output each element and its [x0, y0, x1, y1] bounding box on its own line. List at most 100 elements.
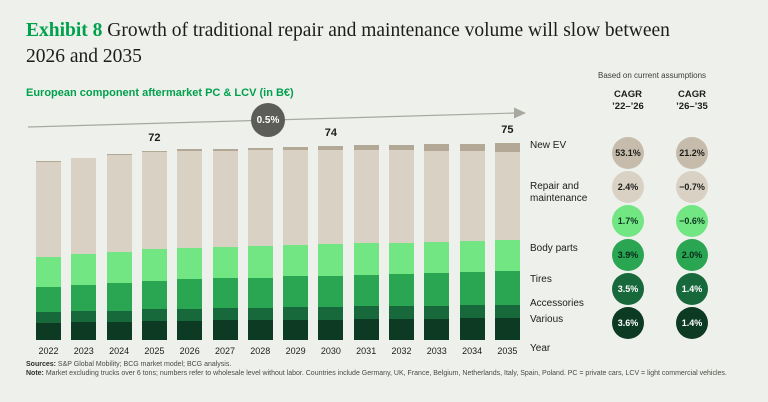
bar-2029 [283, 146, 309, 340]
bar-segment-accessories [424, 305, 450, 319]
bar-segment-tires [459, 272, 485, 306]
bar-segment-tires [71, 285, 97, 312]
bar-2027 [212, 148, 238, 340]
bar-2024 [106, 154, 132, 340]
bar-segment-accessories [389, 306, 414, 319]
total-label-2025: 72 [148, 131, 161, 144]
cagr-column-header-2-title: CAGR [678, 89, 706, 100]
bar-segment-various [318, 319, 344, 340]
cagr-value-circle: −0.7% [676, 171, 708, 203]
bar-segment-various [212, 320, 238, 340]
cagr-row-new-ev: 53.1% 21.2% [596, 136, 726, 170]
bar-segment-body-parts [141, 249, 167, 281]
bar-2035 [494, 143, 520, 340]
bar-2026 [177, 149, 203, 340]
title-text: Growth of traditional repair and mainten… [26, 20, 670, 67]
bar-segment-repair-and-maintenance [424, 150, 450, 242]
sources-line: Sources: S&P Global Mobility; BCG market… [26, 360, 754, 369]
bar-segment-repair-and-maintenance [71, 158, 97, 255]
bar-segment-accessories [494, 304, 520, 319]
chart-subtitle: European component aftermarket PC & LCV … [26, 87, 294, 99]
bar-segment-body-parts [353, 243, 379, 275]
bar-2022 [36, 161, 61, 340]
cagr-value-circle: 1.4% [676, 273, 708, 305]
bar-2023 [71, 157, 97, 340]
bar-segment-accessories [318, 306, 344, 320]
bar-segment-new-ev [212, 148, 238, 151]
bar-segment-body-parts [212, 246, 238, 279]
sources-text: S&P Global Mobility; BCG market model; B… [57, 361, 232, 368]
bar-segment-repair-and-maintenance [283, 149, 309, 245]
cagr-value-circle: 53.1% [612, 137, 644, 169]
x-tick-2026: 2026 [179, 346, 200, 356]
cagr-value-circle: 21.2% [676, 137, 708, 169]
cagr-badge: 0.5% [251, 103, 285, 137]
bar-segment-body-parts [494, 240, 520, 271]
bar-segment-repair-and-maintenance [106, 155, 132, 253]
bar-segment-new-ev [459, 143, 485, 152]
bar-segment-tires [247, 277, 273, 308]
x-tick-2024: 2024 [109, 346, 130, 356]
bar-segment-accessories [36, 312, 61, 323]
bar-segment-tires [318, 275, 344, 307]
bar-segment-tires [424, 272, 450, 306]
bar-segment-tires [353, 274, 379, 307]
bar-segment-accessories [212, 307, 238, 321]
bar-segment-new-ev [283, 146, 309, 150]
bar-segment-tires [494, 270, 520, 305]
bar-segment-repair-and-maintenance [247, 150, 273, 246]
bar-segment-repair-and-maintenance [494, 151, 520, 241]
series-label-repair-maintenance: Repair and maintenance [530, 181, 588, 204]
bar-segment-various [494, 318, 520, 340]
page-title: Exhibit 8 Growth of traditional repair a… [26, 18, 686, 70]
series-label-tires: Tires [530, 274, 552, 285]
bar-2030 [318, 145, 344, 340]
x-tick-2028: 2028 [250, 346, 271, 356]
bar-segment-body-parts [318, 244, 344, 276]
cagr-row-body-parts: 1.7% −0.6% [596, 204, 726, 238]
bar-segment-repair-and-maintenance [353, 149, 379, 244]
assumptions-heading: Based on current assumptions [598, 71, 707, 80]
bar-segment-body-parts [424, 241, 450, 273]
bar-segment-various [389, 319, 414, 340]
bar-segment-repair-and-maintenance [141, 151, 167, 250]
series-label-body-parts: Body parts [530, 243, 578, 254]
sources-label: Sources: [26, 361, 56, 368]
bar-segment-tires [283, 276, 309, 308]
bar-segment-repair-and-maintenance [212, 150, 238, 247]
cagr-row-various: 3.6% 1.4% [596, 306, 726, 340]
cagr-value-circle: 3.9% [612, 239, 644, 271]
cagr-column-header-1-range: ’22–’26 [612, 101, 644, 112]
bar-segment-new-ev [424, 144, 450, 151]
bar-segment-various [177, 320, 203, 340]
bar-segment-body-parts [459, 241, 485, 272]
bar-segment-body-parts [71, 254, 97, 286]
cagr-rows: 53.1% 21.2% 2.4% −0.7% 1.7% −0.6% 3.9% 2.0% 3.5%… [596, 136, 726, 340]
bar-segment-various [247, 320, 273, 340]
bar-segment-body-parts [389, 242, 414, 274]
x-tick-2029: 2029 [285, 346, 306, 356]
series-label-new-ev: New EV [530, 140, 567, 151]
bar-segment-various [353, 319, 379, 340]
bar-segment-various [141, 321, 167, 340]
bar-segment-various [459, 318, 485, 340]
series-label-various: Various [530, 314, 564, 325]
bar-segment-new-ev [247, 147, 273, 151]
axis-label-year: Year [530, 343, 551, 354]
bar-segment-repair-and-maintenance [389, 150, 414, 243]
bar-segment-accessories [353, 306, 379, 320]
bar-segment-new-ev [177, 149, 203, 151]
exhibit-label: Exhibit 8 [26, 20, 103, 41]
bar-segment-body-parts [36, 256, 61, 287]
bar-segment-accessories [283, 307, 309, 320]
bar-segment-tires [106, 283, 132, 311]
bar-segment-various [36, 322, 61, 340]
bar-2033 [424, 144, 450, 340]
bar-segment-accessories [141, 309, 167, 322]
x-tick-2031: 2031 [356, 346, 377, 356]
total-label-2030: 74 [324, 126, 338, 139]
bar-segment-repair-and-maintenance [459, 151, 485, 242]
bar-segment-body-parts [247, 245, 273, 278]
bar-segment-new-ev [318, 145, 344, 150]
bars-area: 2022 2023 2024 2025 72 2026 2027 2028 2029 2030 74… [26, 100, 531, 356]
